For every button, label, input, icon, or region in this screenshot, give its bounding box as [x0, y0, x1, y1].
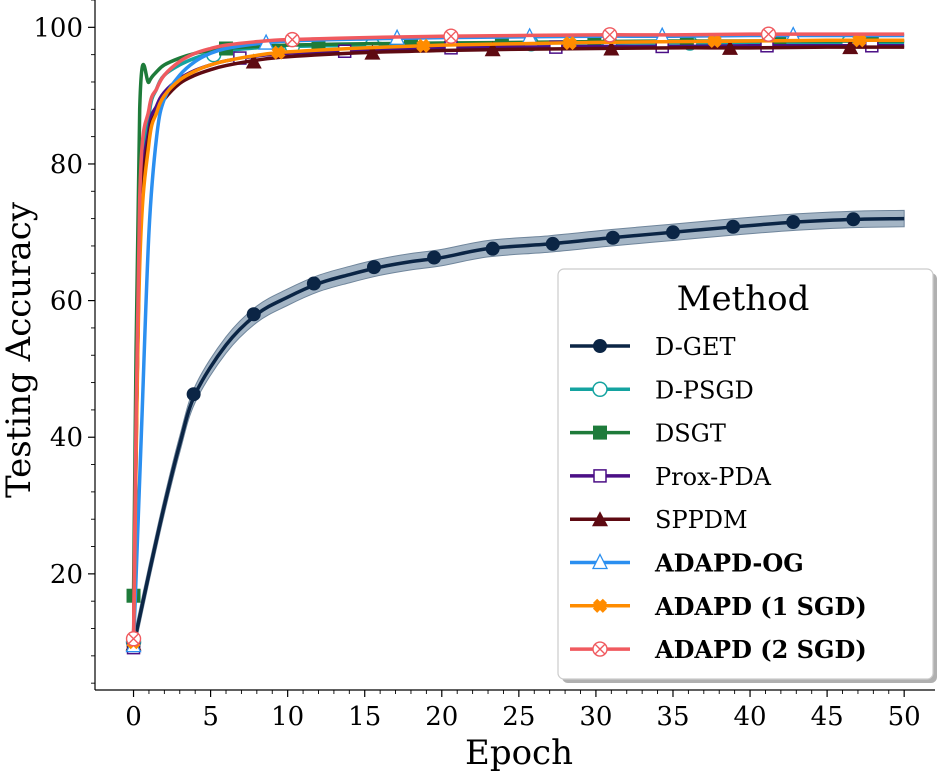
legend-label: D-PSGD	[655, 376, 754, 404]
x-tick-label: 50	[888, 702, 921, 732]
series-adapd-1-sgd-	[126, 33, 905, 650]
legend-item: DSGT	[570, 420, 726, 448]
y-tick-label: 20	[50, 560, 83, 590]
data-point	[246, 307, 261, 322]
y-tick-label: 40	[50, 423, 83, 453]
data-point-stroke	[763, 28, 774, 40]
data-point	[427, 250, 442, 265]
data-point	[364, 44, 381, 60]
plot-area	[125, 26, 905, 655]
legend-item: D-GET	[570, 333, 736, 361]
legend-swatch-marker	[592, 511, 608, 527]
data-point	[726, 219, 741, 234]
legend-item: D-PSGD	[570, 376, 754, 404]
data-point	[707, 33, 722, 49]
data-point	[366, 260, 381, 275]
legend-label: DSGT	[655, 420, 726, 448]
data-point	[852, 33, 867, 48]
legend-label: ADAPD-OG	[654, 549, 804, 578]
x-tick-label: 40	[733, 702, 766, 732]
x-tick-label: 20	[425, 702, 458, 732]
series-line	[131, 32, 905, 639]
x-tick-label: 25	[502, 702, 535, 732]
x-tick-label: 5	[202, 702, 219, 732]
legend-swatch-marker-stroke	[594, 643, 606, 655]
data-point	[842, 39, 859, 55]
x-axis-title: Epoch	[465, 733, 573, 773]
y-tick-label: 80	[50, 150, 83, 180]
data-point	[665, 225, 680, 240]
data-point	[786, 215, 801, 230]
legend-item: ADAPD-OG	[570, 549, 804, 578]
legend-label: ADAPD (2 SGD)	[654, 635, 867, 664]
data-point	[416, 38, 431, 53]
data-point	[605, 230, 620, 245]
data-point	[603, 40, 620, 56]
data-point	[485, 241, 500, 256]
data-point	[306, 276, 321, 291]
y-tick-label: 60	[50, 287, 83, 317]
legend-item: Prox-PDA	[570, 463, 772, 491]
legend-item: ADAPD (1 SGD)	[570, 592, 867, 621]
legend-frame	[557, 268, 934, 680]
legend-label: Prox-PDA	[655, 463, 772, 491]
x-tick-label: 45	[811, 702, 844, 732]
data-point	[846, 212, 861, 227]
legend-swatch-marker	[593, 469, 607, 483]
legend-swatch-marker	[592, 381, 608, 398]
series-d-get	[126, 209, 905, 654]
series-line	[131, 38, 905, 643]
data-point	[722, 39, 739, 55]
data-point	[186, 387, 201, 402]
legend-label: ADAPD (1 SGD)	[654, 592, 867, 621]
x-tick-label: 35	[656, 702, 689, 732]
legend-swatch-marker	[593, 425, 607, 440]
data-point-stroke	[128, 633, 139, 645]
data-point	[245, 53, 262, 69]
legend-label: SPPDM	[655, 506, 748, 534]
x-tick-label: 30	[579, 702, 612, 732]
y-axis-title: Testing Accuracy	[0, 201, 39, 498]
data-point-stroke	[286, 34, 298, 46]
x-tick-label: 15	[348, 702, 381, 732]
legend-item: ADAPD (2 SGD)	[570, 635, 867, 664]
x-tick-label: 0	[125, 702, 142, 732]
confidence-band	[133, 209, 905, 654]
series-adapd-2-sgd-	[125, 26, 905, 647]
legend-items: D-GET D-PSGD DSGT Prox-PDA SPPDM ADAPD-OG ADAP…	[570, 333, 867, 664]
legend: Method D-GET D-PSGD DSGT Prox-PDA SPPDM ADAPD…	[557, 268, 937, 683]
data-point-stroke	[604, 29, 616, 41]
data-point	[484, 41, 501, 57]
data-point	[545, 236, 560, 251]
data-point-stroke	[445, 30, 457, 42]
legend-swatch-marker	[592, 598, 608, 613]
y-tick-label: 100	[33, 13, 83, 43]
axes: 0 5 10 15 20 25 30 35 40 45 50 20 40 60 80 100	[33, 0, 935, 732]
legend-title: Method	[677, 279, 810, 319]
legend-item: SPPDM	[570, 506, 748, 534]
data-point	[562, 35, 577, 51]
x-tick-label: 10	[271, 702, 304, 732]
legend-label: D-GET	[655, 333, 736, 361]
data-point	[271, 45, 286, 60]
legend-swatch-marker	[593, 339, 607, 353]
legend-swatch-marker	[591, 553, 609, 570]
